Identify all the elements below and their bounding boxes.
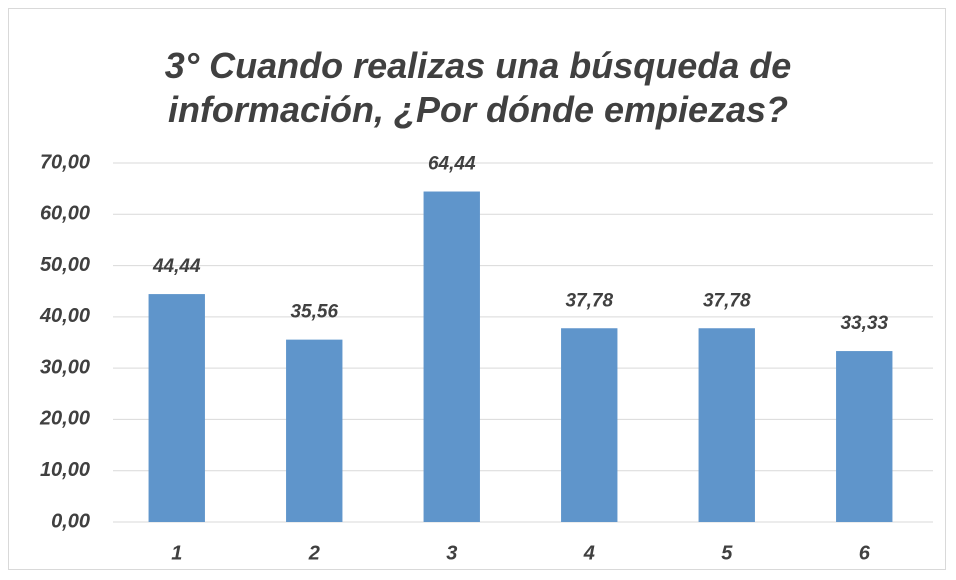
y-tick-label: 60,00 bbox=[40, 203, 90, 225]
bar bbox=[698, 328, 755, 522]
y-tick-label: 10,00 bbox=[40, 459, 90, 481]
x-tick-label: 5 bbox=[721, 542, 733, 564]
bar bbox=[286, 339, 343, 522]
y-tick-label: 0,00 bbox=[51, 510, 90, 532]
y-tick-label: 50,00 bbox=[40, 254, 90, 276]
chart-frame bbox=[8, 8, 946, 570]
data-label: 37,78 bbox=[703, 290, 751, 311]
data-label: 35,56 bbox=[290, 302, 338, 323]
y-tick-label: 70,00 bbox=[40, 151, 90, 173]
data-label: 33,33 bbox=[840, 313, 888, 334]
y-tick-label: 30,00 bbox=[40, 356, 90, 378]
data-label: 64,44 bbox=[428, 154, 476, 175]
y-tick-label: 40,00 bbox=[39, 305, 90, 327]
x-tick-label: 1 bbox=[171, 542, 182, 564]
data-label: 44,44 bbox=[152, 256, 201, 277]
x-tick-label: 6 bbox=[859, 542, 871, 564]
x-tick-label: 4 bbox=[583, 542, 595, 564]
chart-title: 3° Cuando realizas una búsqueda de infor… bbox=[164, 45, 792, 130]
bar bbox=[561, 328, 618, 522]
y-tick-label: 20,00 bbox=[39, 408, 90, 430]
bar bbox=[423, 191, 480, 522]
bar bbox=[148, 294, 205, 522]
x-tick-label: 2 bbox=[308, 542, 320, 564]
bar bbox=[836, 351, 893, 522]
data-label: 37,78 bbox=[565, 290, 613, 311]
x-tick-label: 3 bbox=[446, 542, 457, 564]
